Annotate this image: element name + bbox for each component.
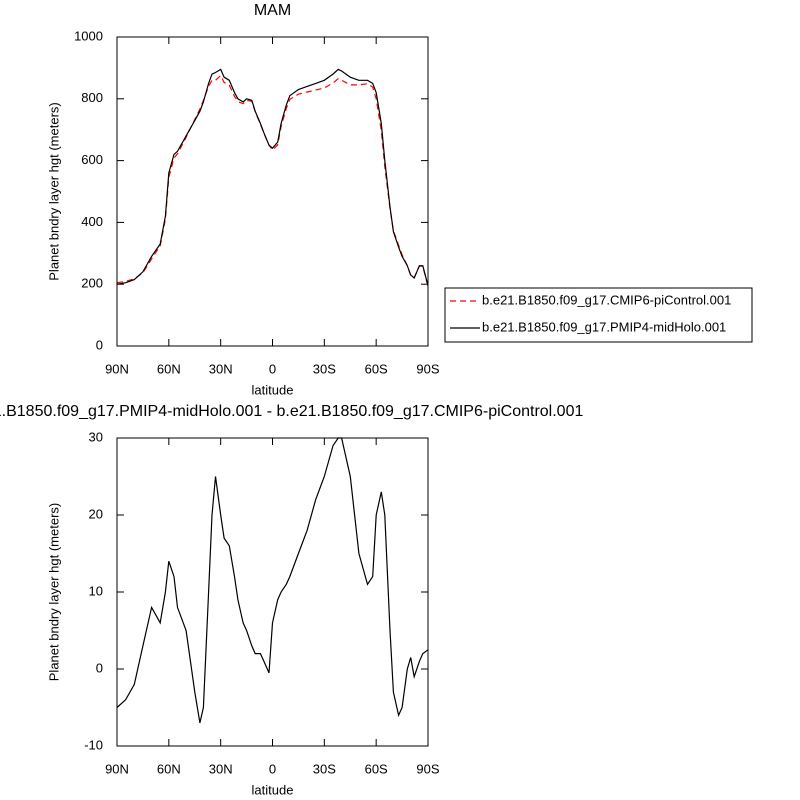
- x-tick-label: 0: [269, 761, 276, 776]
- x-tick-label: 30N: [209, 761, 233, 776]
- x-tick-label: 60S: [365, 761, 388, 776]
- data-line: [116, 74, 429, 287]
- chart-title: b.e21.B1850.f09_g17.PMIP4-midHolo.001 - …: [0, 403, 583, 420]
- y-tick-label: 10: [89, 583, 103, 598]
- x-axis-label: latitude: [252, 782, 294, 797]
- x-tick-label: 90S: [416, 361, 439, 376]
- x-tick-label: 30S: [313, 361, 336, 376]
- y-tick-label: -10: [84, 737, 103, 752]
- y-tick-label: 800: [81, 90, 103, 105]
- x-tick-label: 60N: [157, 761, 181, 776]
- legend-label: b.e21.B1850.f09_g17.PMIP4-midHolo.001: [482, 319, 726, 334]
- x-tick-label: 30S: [313, 761, 336, 776]
- x-tick-label: 0: [269, 361, 276, 376]
- y-axis-label: Planet bndry layer hgt (meters): [46, 503, 61, 681]
- x-tick-label: 30N: [209, 361, 233, 376]
- x-axis-label: latitude: [252, 382, 294, 397]
- data-line: [116, 68, 429, 286]
- y-tick-label: 1000: [74, 28, 103, 43]
- x-tick-label: 60N: [157, 361, 181, 376]
- x-tick-label: 90N: [105, 761, 129, 776]
- x-tick-label: 90S: [416, 761, 439, 776]
- data-line: [116, 437, 429, 724]
- plot-frame: [116, 437, 429, 747]
- plot-frame: [116, 36, 429, 347]
- y-axis-label: Planet bndry layer hgt (meters): [46, 102, 61, 280]
- legend-box: [444, 287, 753, 343]
- x-tick-label: 60S: [365, 361, 388, 376]
- legend-label: b.e21.B1850.f09_g17.CMIP6-piControl.001: [482, 292, 731, 307]
- y-tick-label: 20: [89, 506, 103, 521]
- y-tick-label: 0: [96, 337, 103, 352]
- y-tick-label: 0: [96, 660, 103, 675]
- y-tick-label: 30: [89, 429, 103, 444]
- chart-title: MAM: [254, 2, 291, 19]
- y-tick-label: 200: [81, 276, 103, 291]
- x-tick-label: 90N: [105, 361, 129, 376]
- y-tick-label: 400: [81, 214, 103, 229]
- y-tick-label: 600: [81, 152, 103, 167]
